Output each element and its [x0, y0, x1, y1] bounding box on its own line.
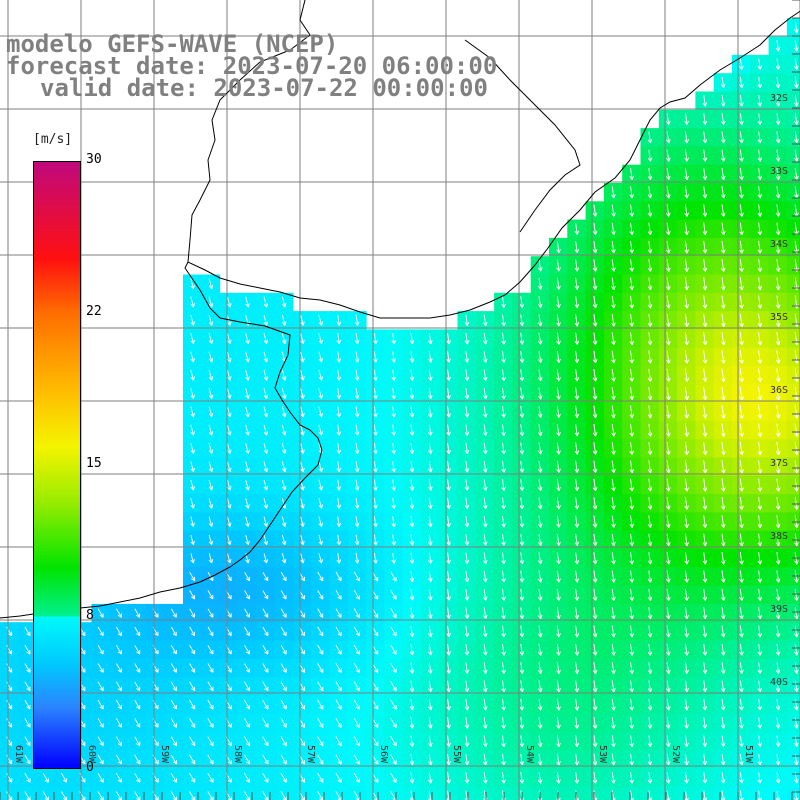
lat-label: 36S [770, 385, 788, 396]
coastline [0, 10, 800, 619]
latitude-labels: 32S 33S 34S 35S 36S 37S 38S 39S 40S [770, 93, 788, 688]
border-line [187, 0, 581, 263]
lon-label: 61W [13, 745, 24, 764]
lon-label: 59W [159, 745, 170, 764]
longitude-labels: 61W 60W 59W 58W 57W 56W 55W 54W 53W 52W 51W [13, 745, 754, 764]
lat-label: 37S [770, 458, 788, 469]
lon-label: 58W [232, 745, 243, 764]
colorbar-tick-0: 0 [86, 760, 94, 775]
wind-speed-field [0, 18, 800, 800]
lon-label: 57W [305, 745, 316, 764]
lon-label: 54W [524, 745, 535, 764]
lon-label: 55W [451, 745, 462, 764]
wind-direction-arrows [6, 22, 799, 800]
lon-label: 51W [743, 745, 754, 764]
lat-label: 32S [770, 93, 788, 104]
valid-date: valid date: 2023-07-22 00:00:00 [40, 74, 488, 102]
lat-label: 40S [770, 677, 788, 688]
colorbar [33, 161, 81, 769]
lat-label: 33S [770, 166, 788, 177]
colorbar-unit: [m/s] [33, 132, 73, 147]
model-title: modelo GEFS-WAVE (NCEP) [6, 30, 339, 58]
lat-label: 39S [770, 604, 788, 615]
lon-label: 52W [670, 745, 681, 764]
colorbar-tick-8: 8 [86, 608, 94, 623]
forecast-date: forecast date: 2023-07-20 06:00:00 [6, 52, 498, 80]
colorbar-tick-15: 15 [86, 456, 102, 471]
lon-label: 60W [86, 745, 97, 764]
lon-label: 56W [378, 745, 389, 764]
colorbar-tick-30: 30 [86, 152, 102, 167]
lon-label: 53W [597, 745, 608, 764]
colorbar-tick-22: 22 [86, 304, 102, 319]
lat-label: 38S [770, 531, 788, 542]
lat-label: 34S [770, 239, 788, 250]
lat-label: 35S [770, 312, 788, 323]
